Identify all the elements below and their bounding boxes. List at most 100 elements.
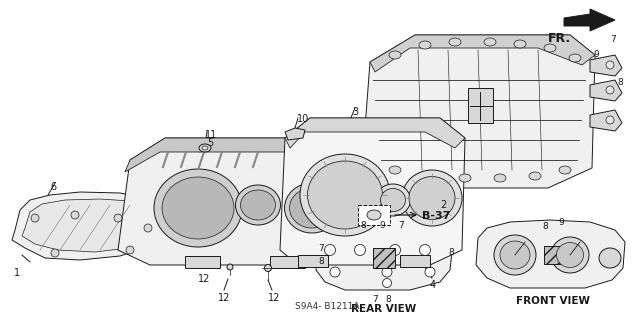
Ellipse shape xyxy=(202,146,208,150)
Text: 7: 7 xyxy=(610,35,616,44)
Ellipse shape xyxy=(424,171,436,179)
Text: 3: 3 xyxy=(352,107,358,117)
Text: REAR VIEW: REAR VIEW xyxy=(351,304,417,314)
Ellipse shape xyxy=(551,237,589,273)
Ellipse shape xyxy=(241,190,275,220)
Ellipse shape xyxy=(484,38,496,46)
Text: FR.: FR. xyxy=(548,32,571,45)
Circle shape xyxy=(383,278,392,287)
Ellipse shape xyxy=(300,154,390,236)
Bar xyxy=(544,246,562,264)
Circle shape xyxy=(51,249,59,257)
Ellipse shape xyxy=(569,54,581,62)
Ellipse shape xyxy=(557,242,584,268)
Polygon shape xyxy=(125,138,340,172)
Circle shape xyxy=(31,214,39,222)
Ellipse shape xyxy=(494,235,536,275)
Circle shape xyxy=(382,267,392,277)
Ellipse shape xyxy=(494,174,506,182)
Polygon shape xyxy=(12,192,162,260)
Circle shape xyxy=(71,211,79,219)
Text: B-37: B-37 xyxy=(422,211,451,221)
Text: 4: 4 xyxy=(430,280,436,290)
Polygon shape xyxy=(370,35,595,72)
Text: 8: 8 xyxy=(318,257,324,266)
Ellipse shape xyxy=(376,184,410,216)
Ellipse shape xyxy=(419,41,431,49)
Polygon shape xyxy=(590,80,622,101)
Bar xyxy=(400,255,430,267)
Ellipse shape xyxy=(199,144,211,152)
Bar xyxy=(270,256,305,268)
Text: 8: 8 xyxy=(360,221,365,230)
Text: 7: 7 xyxy=(318,244,324,253)
Ellipse shape xyxy=(227,264,233,270)
Text: 9: 9 xyxy=(593,50,599,59)
Circle shape xyxy=(390,244,401,256)
Ellipse shape xyxy=(264,264,271,271)
Polygon shape xyxy=(22,199,150,252)
Ellipse shape xyxy=(409,176,455,219)
Ellipse shape xyxy=(599,248,621,268)
Circle shape xyxy=(330,267,340,277)
Ellipse shape xyxy=(389,51,401,59)
Text: 7: 7 xyxy=(398,221,404,230)
Circle shape xyxy=(425,267,435,277)
Ellipse shape xyxy=(606,61,614,69)
Polygon shape xyxy=(118,138,340,265)
Polygon shape xyxy=(280,118,465,265)
Ellipse shape xyxy=(559,166,571,174)
Bar xyxy=(298,255,328,267)
Ellipse shape xyxy=(367,210,381,220)
Ellipse shape xyxy=(162,177,234,239)
Ellipse shape xyxy=(544,44,556,52)
Polygon shape xyxy=(285,118,465,148)
Ellipse shape xyxy=(529,172,541,180)
Ellipse shape xyxy=(236,185,280,225)
Text: 2: 2 xyxy=(440,200,446,210)
Text: 8: 8 xyxy=(385,295,391,304)
Circle shape xyxy=(126,246,134,254)
Circle shape xyxy=(324,244,335,256)
Text: 12: 12 xyxy=(218,293,230,303)
Ellipse shape xyxy=(402,170,462,226)
Text: FRONT VIEW: FRONT VIEW xyxy=(516,296,590,306)
Text: 9: 9 xyxy=(379,221,385,230)
Polygon shape xyxy=(362,35,595,188)
Text: 5: 5 xyxy=(207,138,213,148)
Ellipse shape xyxy=(514,40,526,48)
Bar xyxy=(373,248,395,268)
Ellipse shape xyxy=(389,166,401,174)
Ellipse shape xyxy=(606,116,614,124)
Text: 8: 8 xyxy=(542,222,548,231)
Ellipse shape xyxy=(289,188,335,228)
Text: 7: 7 xyxy=(372,295,378,304)
Ellipse shape xyxy=(500,241,530,269)
Text: 10: 10 xyxy=(297,114,309,124)
Circle shape xyxy=(419,244,431,256)
Ellipse shape xyxy=(606,86,614,94)
Polygon shape xyxy=(590,55,622,76)
Text: 1: 1 xyxy=(14,268,20,278)
Polygon shape xyxy=(285,128,305,140)
Polygon shape xyxy=(476,220,625,288)
Ellipse shape xyxy=(285,183,339,233)
Circle shape xyxy=(355,244,365,256)
Text: 8: 8 xyxy=(617,78,623,87)
Text: 12: 12 xyxy=(268,293,280,303)
Ellipse shape xyxy=(381,189,406,211)
Circle shape xyxy=(114,214,122,222)
Bar xyxy=(468,88,493,123)
Circle shape xyxy=(144,224,152,232)
Text: 6: 6 xyxy=(50,182,56,192)
Ellipse shape xyxy=(154,169,242,247)
Polygon shape xyxy=(564,9,615,31)
Text: 12: 12 xyxy=(198,274,211,284)
Text: S9A4- B1211A: S9A4- B1211A xyxy=(295,302,360,311)
Ellipse shape xyxy=(307,161,383,229)
Text: 8: 8 xyxy=(448,248,454,257)
Bar xyxy=(185,256,220,268)
Ellipse shape xyxy=(449,38,461,46)
Text: 11: 11 xyxy=(205,130,217,140)
Ellipse shape xyxy=(459,174,471,182)
